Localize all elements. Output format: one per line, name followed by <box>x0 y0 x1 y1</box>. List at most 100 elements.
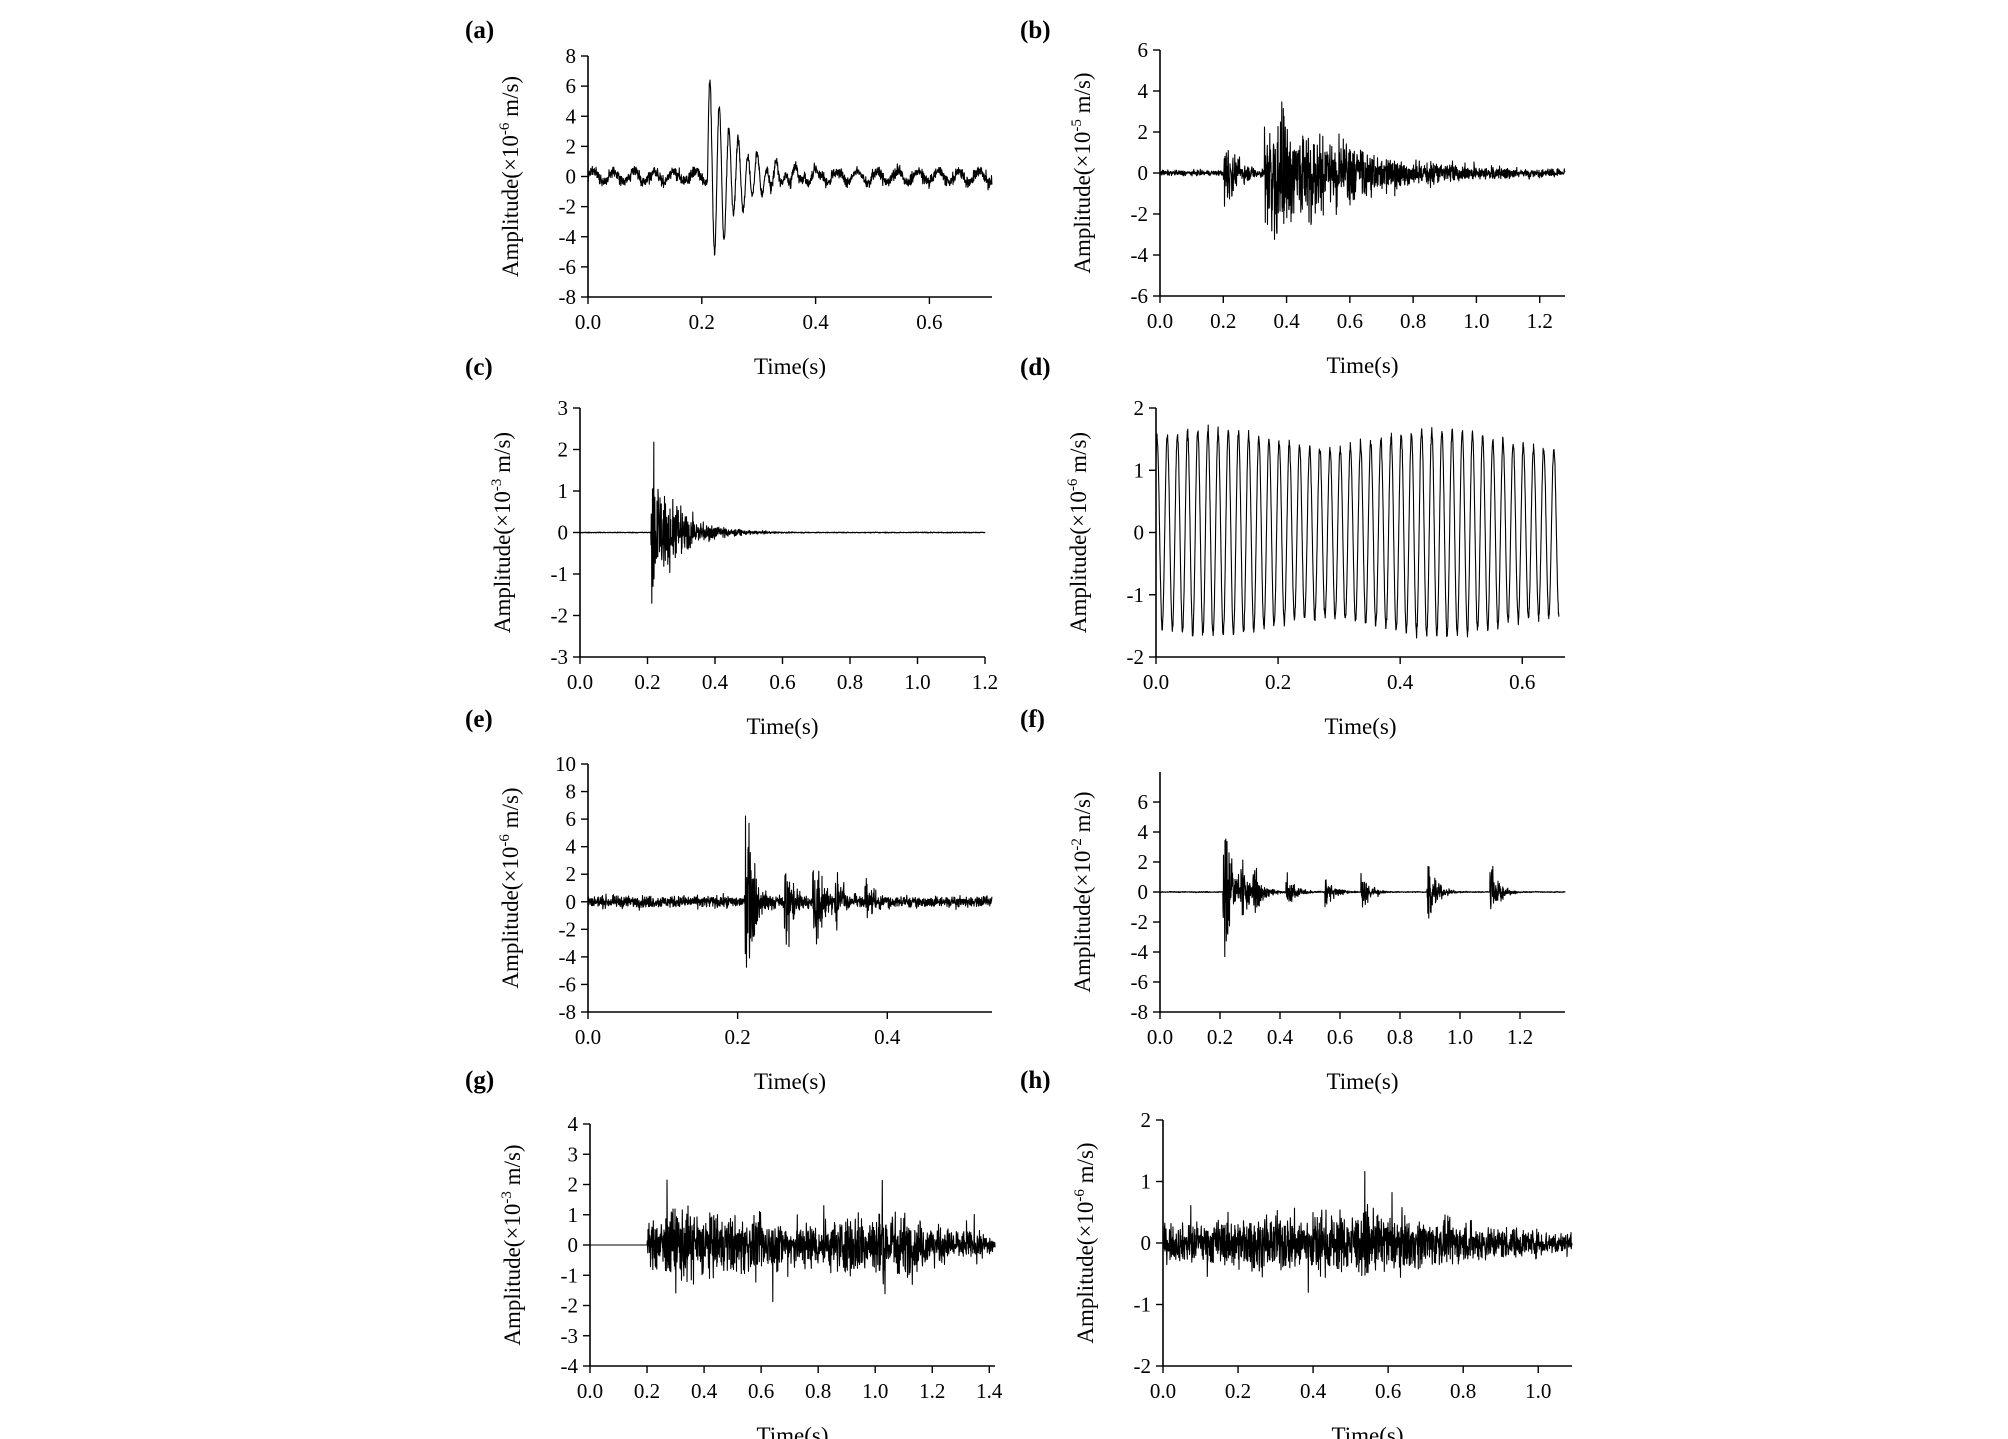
y-tick-label: 4 <box>1138 79 1149 103</box>
y-tick-label: 3 <box>558 396 569 420</box>
panel-a: (a) -8 -6 -4 -2 0 2 4 6 8 0.0 0.2 0.4 0.6 Time(s) Ampli… <box>465 17 993 379</box>
y-tick-label: 0 <box>568 1233 579 1257</box>
y-tick-label: -2 <box>561 1294 579 1318</box>
x-tick-label: 0.6 <box>1337 309 1363 333</box>
y-tick-label: 0 <box>566 890 577 914</box>
y-tick-label: -4 <box>561 1354 579 1378</box>
y-tick-label: 6 <box>566 74 577 98</box>
y-axis-title: Amplitude(×10-3 m/s) <box>489 432 515 633</box>
y-tick-label: 2 <box>1141 1108 1152 1132</box>
x-tick-label: 0.4 <box>1387 670 1414 694</box>
y-tick-label: 1 <box>568 1203 579 1227</box>
y-tick-label: 2 <box>566 134 577 158</box>
signal-trace <box>1155 424 1560 639</box>
x-tick-label: 0.0 <box>1143 670 1169 694</box>
y-tick-label: -4 <box>1131 243 1149 267</box>
x-tick-label: 0.4 <box>691 1379 718 1403</box>
y-tick-label: 0 <box>566 165 577 189</box>
x-tick-label: 0.2 <box>725 1025 751 1049</box>
signal-trace <box>587 815 993 968</box>
x-tick-label: 0.4 <box>802 310 829 334</box>
x-tick-label: 0.6 <box>1327 1025 1353 1049</box>
y-tick-label: 1 <box>1134 458 1145 482</box>
x-tick-label: 1.0 <box>1463 309 1489 333</box>
y-tick-label: 1 <box>1141 1170 1152 1194</box>
x-tick-label: 0.4 <box>1267 1025 1294 1049</box>
y-tick-label: -4 <box>1131 940 1149 964</box>
x-axis-title: Time(s) <box>1327 1069 1399 1094</box>
y-tick-label: 4 <box>566 835 577 859</box>
x-tick-label: 0.6 <box>1509 670 1535 694</box>
panel-g: (g) -4 -3 -2 -1 0 1 2 3 4 0.0 0.2 0.4 0.6 0.8 1.0 1.2 1.4… <box>465 1067 1003 1439</box>
y-tick-label: 0 <box>1138 880 1149 904</box>
x-tick-label: 0.2 <box>689 310 715 334</box>
x-tick-label: 0.4 <box>702 670 729 694</box>
x-tick-label: 0.8 <box>1450 1379 1476 1403</box>
x-tick-label: 1.0 <box>1447 1025 1473 1049</box>
panel-label: (e) <box>465 706 493 733</box>
signal-trace <box>1159 101 1566 240</box>
x-tick-label: 0.0 <box>1147 1025 1173 1049</box>
y-axis-title: Amplitude(×10-6 m/s) <box>497 787 523 988</box>
panel-b: (b) -6 -4 -2 0 2 4 6 0.0 0.2 0.4 0.6 0.8 1.0 1.2 Time(s… <box>1020 17 1566 378</box>
x-tick-label: 0.2 <box>1265 670 1291 694</box>
signal-trace <box>579 441 986 604</box>
x-tick-label: 0.0 <box>1150 1379 1176 1403</box>
y-tick-label: 10 <box>555 752 576 776</box>
y-tick-label: 2 <box>558 438 569 462</box>
x-tick-label: 0.8 <box>805 1379 831 1403</box>
y-tick-label: 4 <box>1138 820 1149 844</box>
y-tick-label: 4 <box>568 1112 579 1136</box>
y-tick-label: -6 <box>1131 970 1149 994</box>
x-tick-label: 0.6 <box>1375 1379 1401 1403</box>
y-axis-title: Amplitude(×10-2 m/s) <box>1069 791 1095 992</box>
x-tick-label: 0.8 <box>837 670 863 694</box>
y-tick-label: 6 <box>566 807 577 831</box>
y-tick-label: -2 <box>1131 910 1149 934</box>
y-tick-label: 8 <box>566 44 577 68</box>
y-tick-label: -8 <box>559 1000 577 1024</box>
y-tick-label: -4 <box>559 225 577 249</box>
y-tick-label: -4 <box>559 945 577 969</box>
x-tick-label: 0.4 <box>1300 1379 1327 1403</box>
signal-trace <box>587 79 993 256</box>
x-axis-title: Time(s) <box>754 1069 826 1094</box>
y-tick-label: -2 <box>559 195 577 219</box>
y-tick-label: -6 <box>559 255 577 279</box>
panel-d: (d) -2 -1 0 1 2 0.0 0.2 0.4 0.6 Time(s) Amplitude(×… <box>1020 354 1565 739</box>
x-tick-label: 1.2 <box>1507 1025 1533 1049</box>
y-tick-label: -6 <box>1131 284 1149 308</box>
y-tick-label: -8 <box>1131 1000 1149 1024</box>
y-tick-label: 1 <box>558 479 569 503</box>
y-tick-label: 4 <box>566 104 577 128</box>
y-tick-label: 0 <box>1141 1231 1152 1255</box>
x-tick-label: 1.2 <box>972 670 998 694</box>
x-tick-label: 1.0 <box>904 670 930 694</box>
y-tick-label: -2 <box>1134 1354 1152 1378</box>
y-tick-label: 2 <box>566 862 577 886</box>
y-axis-title: Amplitude(×10-3 m/s) <box>499 1144 525 1345</box>
y-tick-label: -1 <box>1127 583 1145 607</box>
x-axis-title: Time(s) <box>754 354 826 379</box>
x-tick-label: 0.2 <box>1210 309 1236 333</box>
x-tick-label: 0.6 <box>916 310 942 334</box>
panel-label: (c) <box>465 354 493 381</box>
x-tick-label: 0.6 <box>769 670 795 694</box>
y-tick-label: 6 <box>1138 790 1149 814</box>
y-tick-label: 8 <box>566 780 577 804</box>
y-tick-label: -2 <box>559 917 577 941</box>
y-axis-title: Amplitude(×10-6 m/s) <box>497 76 523 277</box>
y-tick-label: 6 <box>1138 38 1149 62</box>
x-tick-label: 0.4 <box>874 1025 901 1049</box>
signal-trace <box>589 1179 996 1303</box>
x-tick-label: 1.0 <box>862 1379 888 1403</box>
x-axis-title: Time(s) <box>747 714 819 739</box>
panel-h: (h) -2 -1 0 1 2 0.0 0.2 0.4 0.6 0.8 1.0 Time(s) Ampli… <box>1020 1067 1573 1439</box>
signal-trace <box>1162 1171 1573 1293</box>
x-axis-title: Time(s) <box>1327 353 1399 378</box>
x-tick-label: 0.2 <box>634 1379 660 1403</box>
panel-label: (b) <box>1020 17 1051 44</box>
x-tick-label: 0.0 <box>575 310 601 334</box>
x-tick-label: 0.0 <box>577 1379 603 1403</box>
